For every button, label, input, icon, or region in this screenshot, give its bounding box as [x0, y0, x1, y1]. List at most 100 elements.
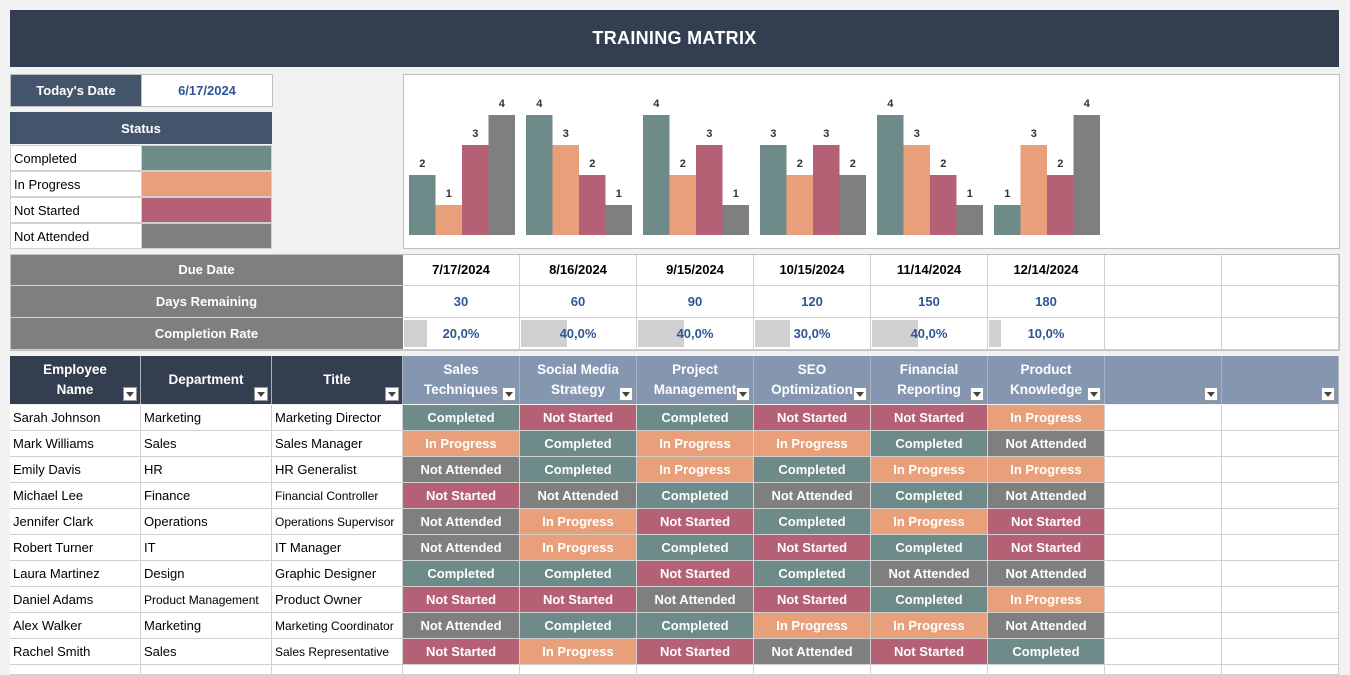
training-status-cell[interactable]: Not Attended	[520, 483, 637, 509]
training-status-cell[interactable]: Not Started	[871, 405, 988, 431]
training-status-cell[interactable]: Completed	[520, 561, 637, 587]
training-status-cell[interactable]	[1222, 431, 1339, 457]
training-status-cell[interactable]: In Progress	[871, 509, 988, 535]
training-status-cell[interactable]	[1222, 639, 1339, 665]
col-header-course[interactable]	[1222, 356, 1339, 404]
job-title-cell[interactable]: HR Generalist	[272, 457, 403, 483]
filter-dropdown-icon[interactable]	[123, 387, 137, 401]
filter-dropdown-icon[interactable]	[736, 387, 750, 401]
training-status-cell[interactable]: Not Started	[637, 639, 754, 665]
training-status-cell[interactable]	[1105, 431, 1222, 457]
training-status-cell[interactable]	[1105, 405, 1222, 431]
filter-dropdown-icon[interactable]	[1204, 387, 1218, 401]
job-title-cell[interactable]: Financial Controller	[272, 483, 403, 509]
department-cell[interactable]: Operations	[141, 509, 272, 535]
department-cell[interactable]: Sales	[141, 639, 272, 665]
training-status-cell[interactable]: Completed	[403, 405, 520, 431]
filter-dropdown-icon[interactable]	[1321, 387, 1335, 401]
training-status-cell[interactable]: In Progress	[871, 613, 988, 639]
due-date-cell[interactable]	[1105, 254, 1222, 286]
employee-name-cell[interactable]: Alex Walker	[10, 613, 141, 639]
department-cell[interactable]: Marketing	[141, 405, 272, 431]
job-title-cell[interactable]: Marketing Director	[272, 405, 403, 431]
training-status-cell[interactable]: Not Attended	[754, 483, 871, 509]
filter-dropdown-icon[interactable]	[502, 387, 516, 401]
employee-name-cell[interactable]: Rachel Smith	[10, 639, 141, 665]
training-status-cell[interactable]: Not Attended	[403, 613, 520, 639]
due-date-cell[interactable]: 12/14/2024	[988, 254, 1105, 286]
training-status-cell[interactable]: Completed	[871, 483, 988, 509]
department-cell[interactable]: Marketing	[141, 613, 272, 639]
training-status-cell[interactable]: Not Started	[520, 587, 637, 613]
training-status-cell[interactable]: Completed	[520, 431, 637, 457]
col-header-department[interactable]: Department	[141, 356, 272, 404]
training-status-cell[interactable]: In Progress	[988, 587, 1105, 613]
employee-name-cell[interactable]: Sarah Johnson	[10, 405, 141, 431]
training-status-cell[interactable]: In Progress	[520, 509, 637, 535]
training-status-cell[interactable]: In Progress	[988, 405, 1105, 431]
training-status-cell[interactable]: Not Attended	[871, 561, 988, 587]
job-title-cell[interactable]: Sales Manager	[272, 431, 403, 457]
training-status-cell[interactable]: Completed	[637, 535, 754, 561]
empty-cell[interactable]	[141, 665, 272, 675]
training-status-cell[interactable]	[1105, 613, 1222, 639]
training-status-cell[interactable]: Not Attended	[637, 587, 754, 613]
training-status-cell[interactable]: In Progress	[637, 431, 754, 457]
training-status-cell[interactable]: Not Attended	[988, 561, 1105, 587]
training-status-cell[interactable]: Completed	[754, 561, 871, 587]
training-status-cell[interactable]	[1222, 509, 1339, 535]
training-status-cell[interactable]	[1105, 509, 1222, 535]
training-status-cell[interactable]: In Progress	[520, 535, 637, 561]
training-status-cell[interactable]	[1105, 561, 1222, 587]
col-header-course[interactable]: Project Management	[637, 356, 754, 404]
training-status-cell[interactable]: Completed	[871, 587, 988, 613]
training-status-cell[interactable]	[1222, 587, 1339, 613]
employee-name-cell[interactable]: Daniel Adams	[10, 587, 141, 613]
job-title-cell[interactable]: Operations Supervisor	[272, 509, 403, 535]
employee-name-cell[interactable]: Robert Turner	[10, 535, 141, 561]
empty-cell[interactable]	[754, 665, 871, 675]
training-status-cell[interactable]: Not Started	[637, 509, 754, 535]
due-date-cell[interactable]: 8/16/2024	[520, 254, 637, 286]
col-header-course[interactable]: Financial Reporting	[871, 356, 988, 404]
training-status-cell[interactable]: Not Started	[754, 587, 871, 613]
job-title-cell[interactable]: Marketing Coordinator	[272, 613, 403, 639]
training-status-cell[interactable]: In Progress	[754, 431, 871, 457]
training-status-cell[interactable]	[1222, 405, 1339, 431]
filter-dropdown-icon[interactable]	[619, 387, 633, 401]
due-date-cell[interactable]: 11/14/2024	[871, 254, 988, 286]
training-status-cell[interactable]: Completed	[754, 509, 871, 535]
training-status-cell[interactable]	[1105, 535, 1222, 561]
training-status-cell[interactable]: Completed	[871, 431, 988, 457]
col-header-course[interactable]: Product Knowledge	[988, 356, 1105, 404]
training-status-cell[interactable]: Completed	[520, 457, 637, 483]
filter-dropdown-icon[interactable]	[1087, 387, 1101, 401]
training-status-cell[interactable]: Completed	[871, 535, 988, 561]
col-header-title[interactable]: Title	[272, 356, 403, 404]
training-status-cell[interactable]	[1105, 587, 1222, 613]
col-header-course[interactable]	[1105, 356, 1222, 404]
training-status-cell[interactable]	[1222, 613, 1339, 639]
job-title-cell[interactable]: IT Manager	[272, 535, 403, 561]
training-status-cell[interactable]: Not Started	[403, 483, 520, 509]
training-status-cell[interactable]: Completed	[988, 639, 1105, 665]
training-status-cell[interactable]: In Progress	[637, 457, 754, 483]
empty-cell[interactable]	[1105, 665, 1222, 675]
filter-dropdown-icon[interactable]	[853, 387, 867, 401]
employee-name-cell[interactable]: Emily Davis	[10, 457, 141, 483]
training-status-cell[interactable]: Not Started	[988, 509, 1105, 535]
col-header-course[interactable]: Sales Techniques	[403, 356, 520, 404]
training-status-cell[interactable]: Completed	[754, 457, 871, 483]
training-status-cell[interactable]: In Progress	[403, 431, 520, 457]
training-status-cell[interactable]: Not Started	[637, 561, 754, 587]
department-cell[interactable]: HR	[141, 457, 272, 483]
training-status-cell[interactable]: Not Started	[754, 405, 871, 431]
due-date-cell[interactable]	[1222, 254, 1339, 286]
training-status-cell[interactable]: Not Started	[403, 587, 520, 613]
employee-name-cell[interactable]: Laura Martinez	[10, 561, 141, 587]
empty-cell[interactable]	[520, 665, 637, 675]
filter-dropdown-icon[interactable]	[385, 387, 399, 401]
training-status-cell[interactable]: Not Started	[871, 639, 988, 665]
empty-cell[interactable]	[871, 665, 988, 675]
empty-cell[interactable]	[10, 665, 141, 675]
